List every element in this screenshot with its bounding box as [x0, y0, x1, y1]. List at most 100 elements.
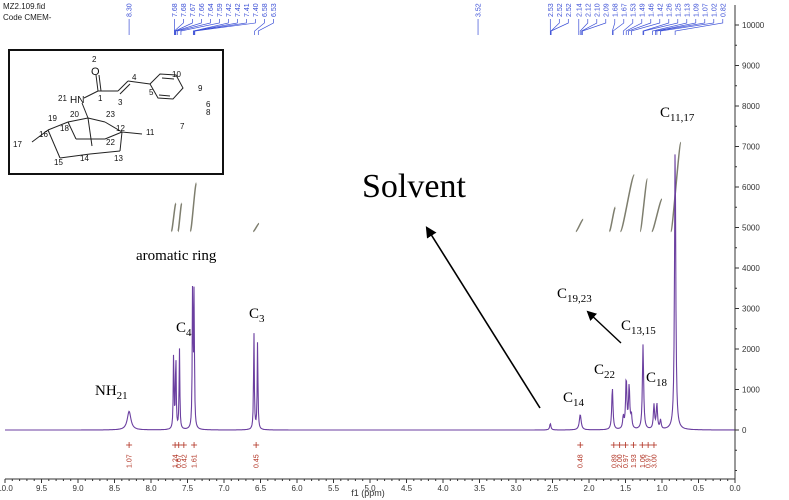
svg-text:3: 3 [118, 98, 123, 107]
c4-label: C4 [176, 320, 192, 339]
x-axis-label: f1 (ppm) [351, 488, 385, 498]
peak-label: 1.25 [675, 3, 682, 17]
x-tick-label: 4.5 [401, 484, 413, 493]
svg-text:2: 2 [92, 55, 97, 64]
integral-curve [170, 202, 177, 233]
solvent-label: Solvent [362, 168, 466, 205]
peak-label: 6.53 [271, 3, 278, 17]
peak-label: 1.13 [684, 3, 691, 17]
x-tick-label: 0.5 [693, 484, 705, 493]
peak-label: 0.82 [720, 3, 727, 17]
peak-label-layer: 8.30 7.68 7.68 7.67 7.66 7.64 7.59 7.42 7.42 7.41… [127, 3, 727, 35]
integral-value: 1.61 [192, 454, 199, 468]
x-tick-label: 9.5 [36, 484, 48, 493]
peak-label-connector [579, 19, 589, 35]
aromatic-label: aromatic ring [136, 248, 217, 264]
peak-label-connector [674, 19, 724, 35]
x-tick-label: 4.0 [437, 484, 449, 493]
x-tick-label: 8.0 [145, 484, 157, 493]
peak-label: 1.07 [702, 3, 709, 17]
peak-label-connector [612, 19, 625, 35]
x-tick-label: 7.5 [182, 484, 194, 493]
peak-label: 1.02 [711, 3, 718, 17]
svg-text:6: 6 [206, 100, 211, 109]
peak-label: 2.52 [557, 3, 564, 17]
integral-value: 0.67 [176, 454, 183, 468]
x-tick-label: 0.0 [729, 484, 741, 493]
integral-value: 0.97 [623, 454, 630, 468]
peak-label: 7.66 [199, 3, 206, 17]
c1923-arrow [586, 310, 622, 344]
peak-label-connector [612, 19, 616, 35]
c1117-label: C11,17 [660, 105, 695, 124]
peak-label-connector [622, 19, 634, 35]
x-tick-label: 10.0 [0, 484, 13, 493]
integral-layer: 1.07 1.240.670.42 1.61 0.45 0.48 0.892.000.97… [126, 442, 658, 468]
svg-text:C18: C18 [646, 370, 668, 389]
x-tick-label: 3.0 [510, 484, 522, 493]
c22-label: C22 [594, 362, 615, 381]
integral-value: 1.24 [173, 454, 180, 468]
x-tick-label: 6.5 [255, 484, 267, 493]
c3-label: C3 [249, 306, 265, 325]
x-tick-label: 9.0 [72, 484, 84, 493]
peak-label: 1.26 [666, 3, 673, 17]
svg-text:22: 22 [106, 138, 115, 147]
integral-value: 0.48 [578, 454, 585, 468]
c14-label: C14 [563, 390, 585, 409]
peak-label: 2.14 [576, 3, 583, 17]
svg-text:O: O [91, 66, 100, 78]
integral-curve [575, 218, 584, 233]
svg-text:8: 8 [206, 108, 211, 117]
x-tick-label: 3.5 [474, 484, 486, 493]
integral-value: 2.00 [617, 454, 624, 468]
svg-text:C22: C22 [594, 362, 615, 381]
peak-label-connector [254, 19, 265, 35]
peak-label: 2.12 [585, 3, 592, 17]
peak-label-connector [660, 19, 715, 35]
peak-label: 7.41 [244, 3, 251, 17]
peak-label-connector [174, 19, 193, 35]
y-tick-label: 7000 [742, 143, 760, 152]
molecule-structure-box: 2 O 21 HN 1 4 3 5 10 9 8 7 6 19 20 23 18… [8, 49, 224, 175]
integral-value: 1.06 [640, 454, 647, 468]
peak-label-connector [192, 19, 238, 35]
file-name: MZ2.109.fid [3, 2, 46, 11]
y-tick-label: 3000 [742, 305, 760, 314]
peak-label-connector [257, 19, 274, 35]
integral-value: 1.07 [127, 454, 134, 468]
c1315-label: C13,15 [621, 318, 656, 337]
peak-label: 1.46 [648, 3, 655, 17]
peak-label: 7.42 [226, 3, 233, 17]
integral-curve [639, 178, 649, 233]
peak-label: 1.09 [693, 3, 700, 17]
x-tick-label: 7.0 [218, 484, 230, 493]
peak-label: 7.67 [190, 3, 197, 17]
svg-text:5: 5 [149, 88, 154, 97]
svg-text:17: 17 [13, 140, 22, 149]
integral-value: 0.42 [181, 454, 188, 468]
y-axis: 0 1000 2000 3000 4000 5000 6000 7000 8000 9000 100… [734, 5, 765, 479]
svg-text:14: 14 [80, 154, 89, 163]
integral-curve [177, 202, 183, 233]
peak-label-connector [174, 19, 184, 35]
y-tick-label: 2000 [742, 345, 760, 354]
peak-label: 2.52 [566, 3, 573, 17]
x-tick-label: 2.0 [583, 484, 595, 493]
peak-label-connector [643, 19, 679, 35]
y-tick-label: 0 [742, 426, 747, 435]
peak-label: 1.68 [612, 3, 619, 17]
integral-curve [189, 182, 198, 233]
peak-label-connector [582, 19, 607, 35]
svg-text:4: 4 [132, 73, 137, 82]
integral-curve [608, 206, 617, 233]
x-axis: 10.0 9.5 9.0 8.5 8.0 7.5 7.0 6.5 6.0 5.5 5.0 4.5 4.0… [0, 478, 741, 493]
y-tick-label: 10000 [742, 21, 765, 30]
svg-text:23: 23 [106, 110, 115, 119]
svg-text:C19,23: C19,23 [557, 286, 592, 305]
x-tick-label: 1.5 [620, 484, 632, 493]
integral-value: 0.89 [611, 454, 618, 468]
peak-label: 7.64 [208, 3, 215, 17]
svg-text:13: 13 [114, 154, 123, 163]
